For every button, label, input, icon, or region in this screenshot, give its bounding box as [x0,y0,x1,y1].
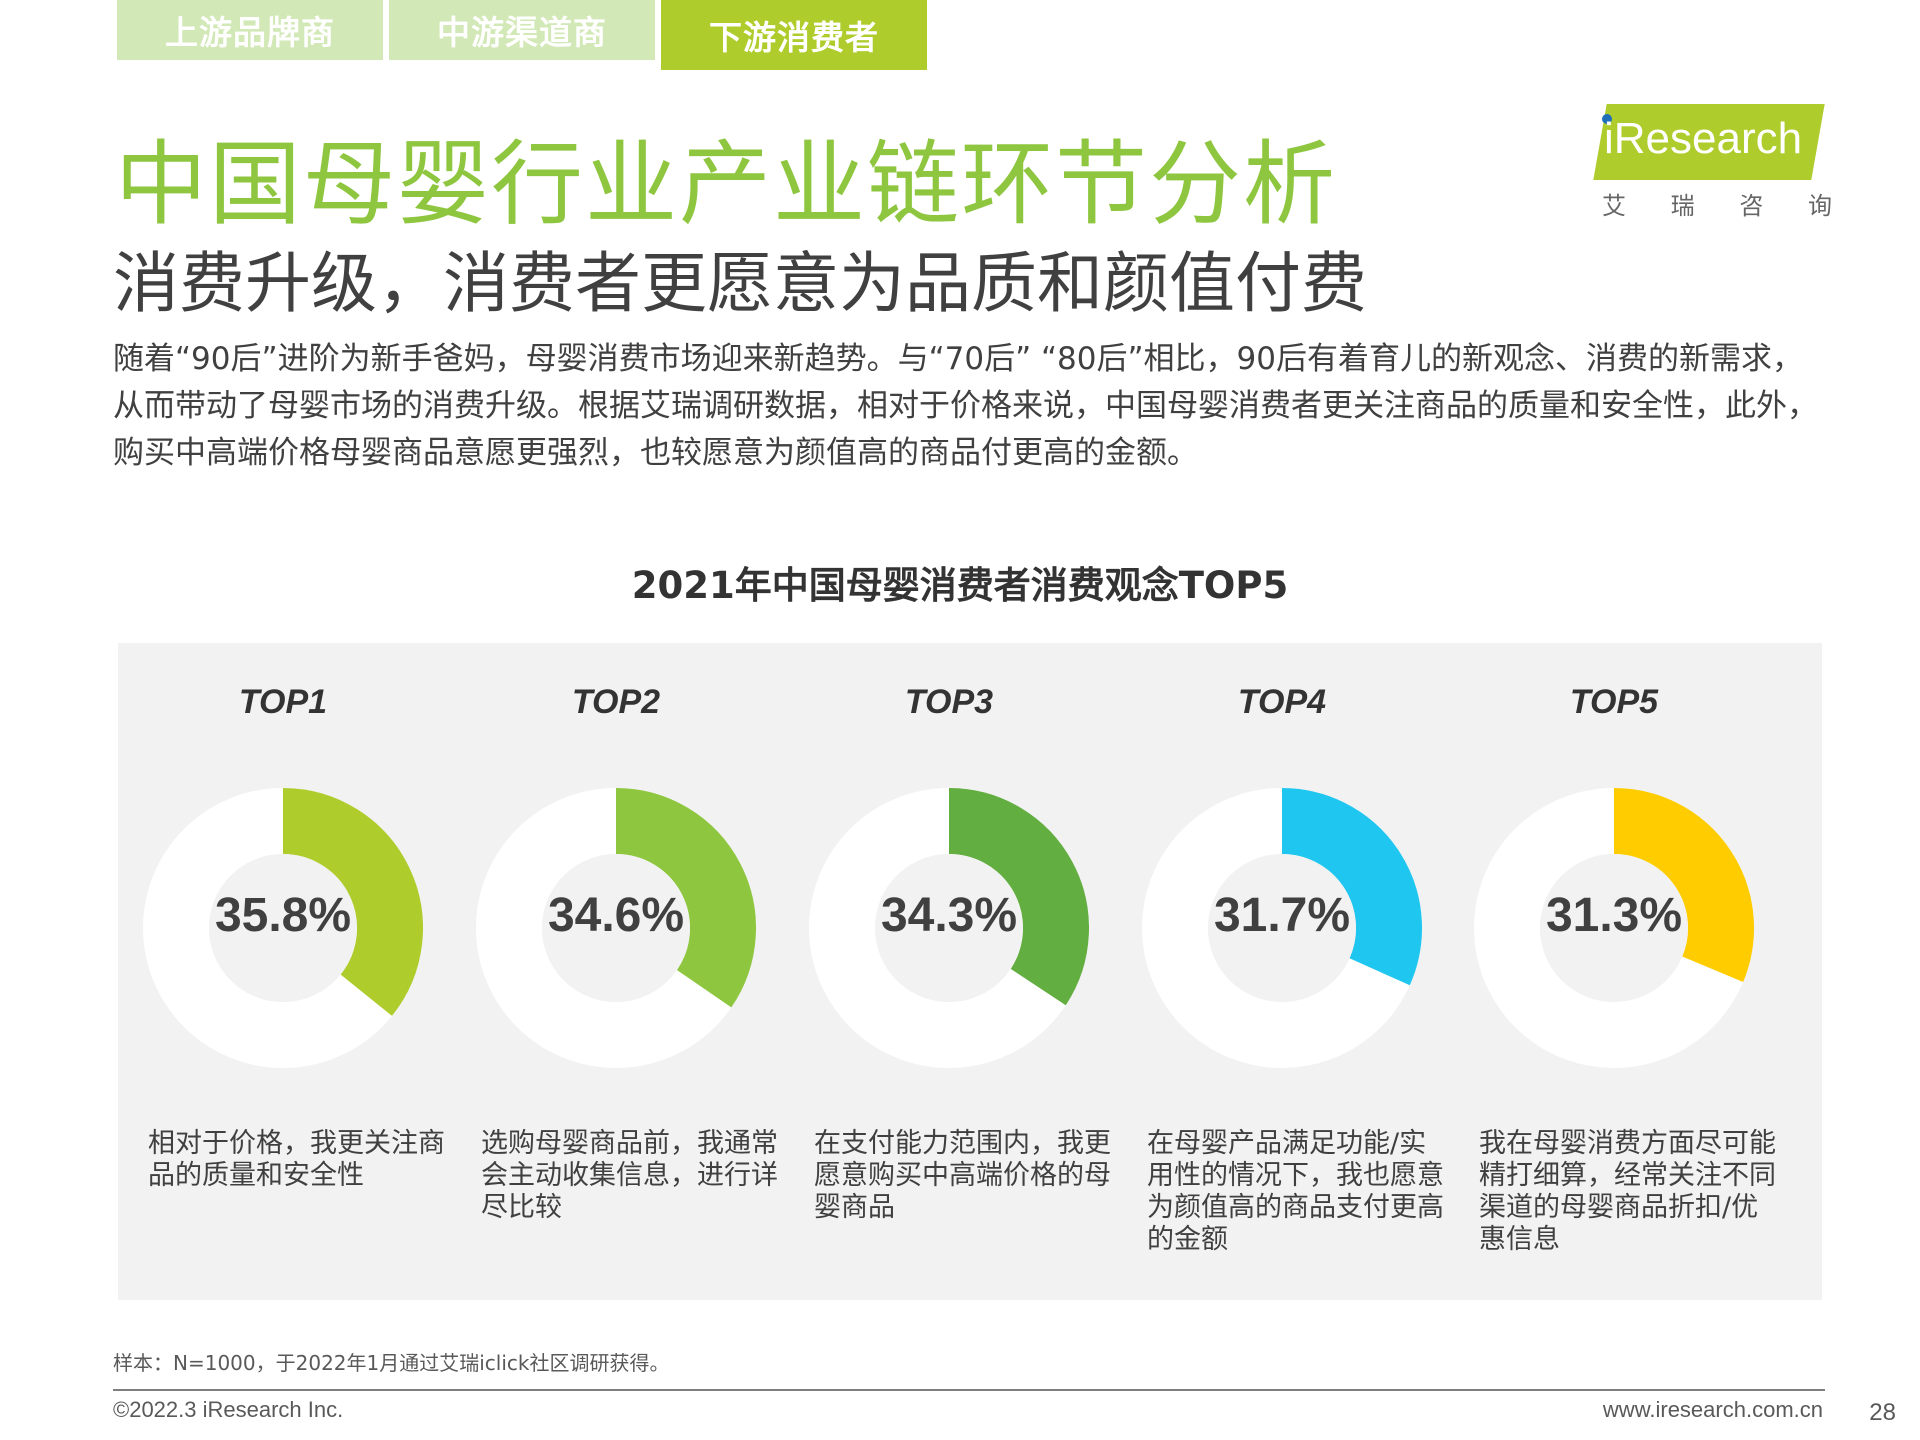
logo-chinese-name: 艾 瑞 咨 询 [1602,186,1832,221]
description-text: 我在母婴消费方面尽可能精打细算，经常关注不同渠道的母婴商品折扣/优惠信息 [1479,1128,1776,1255]
percent-label: 31.3% [1545,889,1683,942]
logo-cn-char: 咨 [1739,192,1764,220]
sample-footnote: 样本：N=1000，于2022年1月通过艾瑞iclick社区调研获得。 [113,1351,670,1375]
donut-chart [1142,788,1422,1068]
chart-card-top1: TOP1 35.8% 相对于价格，我更关注商品的质量和安全性 [118,643,448,1300]
description-text: 在母婴产品满足功能/实用性的情况下，我也愿意为颜值高的商品支付更高的金额 [1147,1128,1444,1255]
percent-label: 31.7% [1213,889,1351,942]
tab-midstream-channels[interactable]: 中游渠道商 [389,0,655,60]
footer-divider [113,1389,1825,1391]
logo-dot-icon [1602,114,1612,124]
copyright-text: ©2022.3 iResearch Inc. [113,1397,344,1422]
donut-hole [542,854,690,1002]
chart-card-top3: TOP3 34.3% 在支付能力范围内，我更愿意购买中高端价格的母婴商品 [784,643,1114,1300]
tab-upstream-brands[interactable]: 上游品牌商 [117,0,383,60]
description-text: 选购母婴商品前，我通常会主动收集信息，进行详尽比较 [481,1128,778,1223]
description-text: 在支付能力范围内，我更愿意购买中高端价格的母婴商品 [814,1128,1111,1223]
logo-cn-char: 瑞 [1670,192,1695,220]
chart-title: 2021年中国母婴消费者消费观念TOP5 [631,564,1289,607]
donut-chart [1474,788,1754,1068]
donut-arc [1280,788,1422,986]
donut-arc [947,788,1089,1006]
logo-cn-char: 艾 [1602,192,1626,220]
logo-brand-text: iResearch [1604,114,1803,163]
donut-hole [875,854,1023,1002]
donut-chart [809,788,1089,1068]
chart-card-top4: TOP4 31.7% 在母婴产品满足功能/实用性的情况下，我也愿意为颜值高的商品… [1117,643,1447,1300]
page-title: 中国母婴行业产业链环节分析 [115,131,1338,238]
percent-label: 34.6% [547,889,685,942]
donut-chart [476,788,756,1068]
chart-panel: TOP1 35.8% 相对于价格，我更关注商品的质量和安全性 TOP2 34.6… [118,643,1822,1300]
rank-label: TOP4 [1237,683,1327,721]
page-number: 28 [1869,1399,1896,1426]
page-subtitle: 消费升级，消费者更愿意为品质和颜值付费 [113,245,1367,322]
donut-chart [143,788,423,1068]
rank-label: TOP1 [238,683,328,721]
iresearch-logo: iResearch 艾 瑞 咨 询 [1590,100,1840,220]
donut-arc [1612,788,1754,982]
description-text: 相对于价格，我更关注商品的质量和安全性 [148,1128,445,1191]
donut-arc [281,788,423,1016]
tab-downstream-consumers[interactable]: 下游消费者 [661,0,927,70]
rank-label: TOP5 [1569,683,1659,721]
percent-label: 34.3% [880,889,1018,942]
rank-label: TOP3 [904,683,994,721]
donut-hole [1540,854,1688,1002]
chart-card-top2: TOP2 34.6% 选购母婴商品前，我通常会主动收集信息，进行详尽比较 [451,643,781,1300]
donut-arc [614,788,756,1008]
percent-label: 35.8% [214,889,352,942]
rank-label: TOP2 [571,683,661,721]
donut-hole [1208,854,1356,1002]
intro-paragraph: 随着“90后”进阶为新手爸妈，母婴消费市场迎来新趋势。与“70后” “80后”相… [113,341,1818,471]
logo-cn-char: 询 [1807,192,1832,220]
donut-hole [209,854,357,1002]
chart-card-top5: TOP5 31.3% 我在母婴消费方面尽可能精打细算，经常关注不同渠道的母婴商品… [1449,643,1779,1300]
website-link[interactable]: www.iresearch.com.cn [1602,1397,1823,1422]
